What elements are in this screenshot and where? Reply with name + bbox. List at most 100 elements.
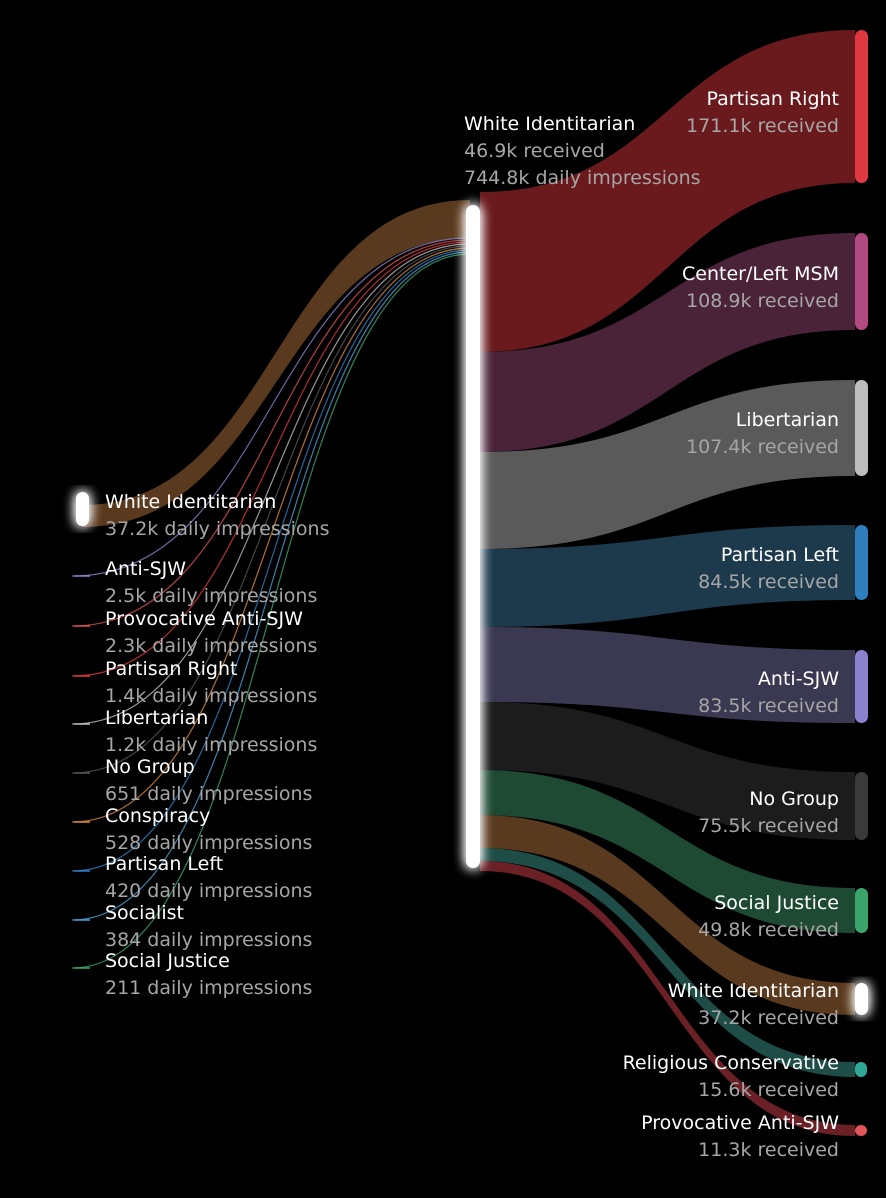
- target-node-center-left-msm[interactable]: [855, 233, 868, 330]
- flow-from-libertarian: [71, 243, 471, 725]
- source-name: Provocative Anti-SJW: [105, 608, 303, 630]
- target-node-anti-sjw[interactable]: [855, 650, 868, 723]
- target-label-religious-conservative: Religious Conservative 15.6k received: [623, 1050, 839, 1104]
- target-received: 171.1k received: [686, 115, 839, 137]
- source-impressions: 211 daily impressions: [105, 977, 313, 999]
- target-received: 15.6k received: [698, 1079, 839, 1101]
- target-name: Social Justice: [714, 892, 839, 914]
- target-label-libertarian: Libertarian 107.4k received: [686, 407, 839, 461]
- target-node-social-justice[interactable]: [855, 888, 868, 933]
- source-name: No Group: [105, 756, 195, 778]
- source-name: White Identitarian: [105, 491, 277, 513]
- source-name: Conspiracy: [105, 805, 211, 827]
- source-name: Libertarian: [105, 707, 209, 729]
- flow-to-partisan-left: [480, 525, 855, 627]
- target-node-no-group[interactable]: [855, 772, 868, 840]
- target-node-partisan-right[interactable]: [855, 30, 868, 183]
- source-node-white-identitarian[interactable]: [76, 492, 89, 526]
- source-name: Partisan Left: [105, 853, 224, 875]
- target-name: Partisan Right: [706, 88, 839, 110]
- target-name: Provocative Anti-SJW: [641, 1112, 839, 1134]
- source-impressions: 2.5k daily impressions: [105, 585, 318, 607]
- target-name: No Group: [749, 788, 839, 810]
- target-node-partisan-left[interactable]: [855, 525, 868, 600]
- center-impressions-suffix: daily impressions: [535, 167, 701, 189]
- target-name: White Identitarian: [667, 980, 839, 1002]
- target-node-white-identitarian[interactable]: [855, 983, 868, 1015]
- source-impressions: 1.4k daily impressions: [105, 685, 318, 707]
- flow-to-no-group: [480, 702, 855, 840]
- flow-from-conspiracy: [71, 247, 471, 823]
- target-node-religious-conservative[interactable]: [855, 1062, 867, 1077]
- center-node-white-identitarian[interactable]: [466, 205, 480, 868]
- flow-to-partisan-right: [480, 30, 855, 352]
- source-impressions: 384 daily impressions: [105, 929, 313, 951]
- flow-to-social-justice: [480, 770, 855, 933]
- target-label-partisan-right: Partisan Right 171.1k received: [686, 86, 839, 140]
- center-node-label: White Identitarian 46.9k received 744.8k…: [464, 111, 701, 192]
- source-impressions: 1.2k daily impressions: [105, 734, 318, 756]
- target-name: Religious Conservative: [622, 1052, 839, 1074]
- source-name: Social Justice: [105, 950, 230, 972]
- target-received: 108.9k received: [686, 290, 839, 312]
- source-name: Socialist: [105, 902, 184, 924]
- target-label-provocative-anti-sjw: Provocative Anti-SJW 11.3k received: [641, 1110, 839, 1164]
- flow-from-partisan-left: [71, 249, 471, 872]
- target-received: 37.2k received: [698, 1007, 839, 1029]
- center-received-suffix: received: [523, 140, 605, 162]
- source-name: Partisan Right: [105, 658, 238, 680]
- flow-from-socialist: [71, 251, 471, 921]
- source-impressions: 528 daily impressions: [105, 832, 313, 854]
- flow-from-no-group: [71, 245, 471, 774]
- flow-from-partisan-right: [71, 241, 471, 677]
- target-name: Center/Left MSM: [682, 263, 839, 285]
- source-label-partisan-right: Partisan Right 1.4k daily impressions: [105, 655, 317, 710]
- target-node-provocative-anti-sjw[interactable]: [855, 1125, 867, 1136]
- flow-from-white-identitarian: [82, 200, 470, 527]
- flow-to-libertarian: [480, 380, 855, 549]
- source-label-social-justice: Social Justice 211 daily impressions: [105, 947, 312, 1002]
- source-name: Anti-SJW: [105, 558, 187, 580]
- flow-from-social-justice: [71, 253, 471, 969]
- source-label-libertarian: Libertarian 1.2k daily impressions: [105, 704, 317, 759]
- center-received-value: 46.9k: [464, 140, 518, 162]
- source-label-partisan-left: Partisan Left 420 daily impressions: [105, 850, 312, 905]
- target-label-center-left-msm: Center/Left MSM 108.9k received: [682, 261, 839, 315]
- target-received: 49.8k received: [698, 919, 839, 941]
- center-node-name: White Identitarian: [464, 113, 636, 135]
- target-label-anti-sjw: Anti-SJW 83.5k received: [698, 666, 839, 720]
- flow-from-provocative-anti-sjw: [71, 239, 471, 627]
- target-label-white-identitarian: White Identitarian 37.2k received: [668, 978, 839, 1032]
- center-impressions-value: 744.8k: [464, 167, 530, 189]
- target-received: 83.5k received: [698, 695, 839, 717]
- target-received: 75.5k received: [698, 815, 839, 837]
- target-label-partisan-left: Partisan Left 84.5k received: [698, 542, 839, 596]
- target-name: Anti-SJW: [757, 668, 839, 690]
- source-label-provocative-anti-sjw: Provocative Anti-SJW 2.3k daily impressio…: [105, 605, 317, 660]
- target-label-social-justice: Social Justice 49.8k received: [698, 890, 839, 944]
- flow-to-white-identitarian: [480, 815, 855, 1015]
- source-impressions: 651 daily impressions: [105, 783, 313, 805]
- flow-to-religious-conservative: [480, 848, 855, 1077]
- flow-to-provocative-anti-sjw: [480, 861, 855, 1136]
- target-node-libertarian[interactable]: [855, 380, 868, 476]
- source-label-conspiracy: Conspiracy 528 daily impressions: [105, 802, 312, 857]
- target-name: Partisan Left: [720, 544, 839, 566]
- source-impressions: 37.2k daily impressions: [105, 518, 330, 540]
- target-received: 84.5k received: [698, 571, 839, 593]
- source-impressions: 420 daily impressions: [105, 880, 313, 902]
- flow-from-anti-sjw: [71, 237, 471, 577]
- target-label-no-group: No Group 75.5k received: [698, 786, 839, 840]
- target-received: 11.3k received: [698, 1139, 839, 1161]
- source-label-anti-sjw: Anti-SJW 2.5k daily impressions: [105, 555, 317, 610]
- target-name: Libertarian: [735, 409, 839, 431]
- flow-to-center-left-msm: [480, 233, 855, 452]
- source-label-socialist: Socialist 384 daily impressions: [105, 899, 312, 954]
- target-received: 107.4k received: [686, 436, 839, 458]
- source-label-white-identitarian: White Identitarian 37.2k daily impression…: [105, 489, 329, 543]
- source-label-no-group: No Group 651 daily impressions: [105, 753, 312, 808]
- source-impressions: 2.3k daily impressions: [105, 635, 318, 657]
- flow-to-anti-sjw: [480, 627, 855, 723]
